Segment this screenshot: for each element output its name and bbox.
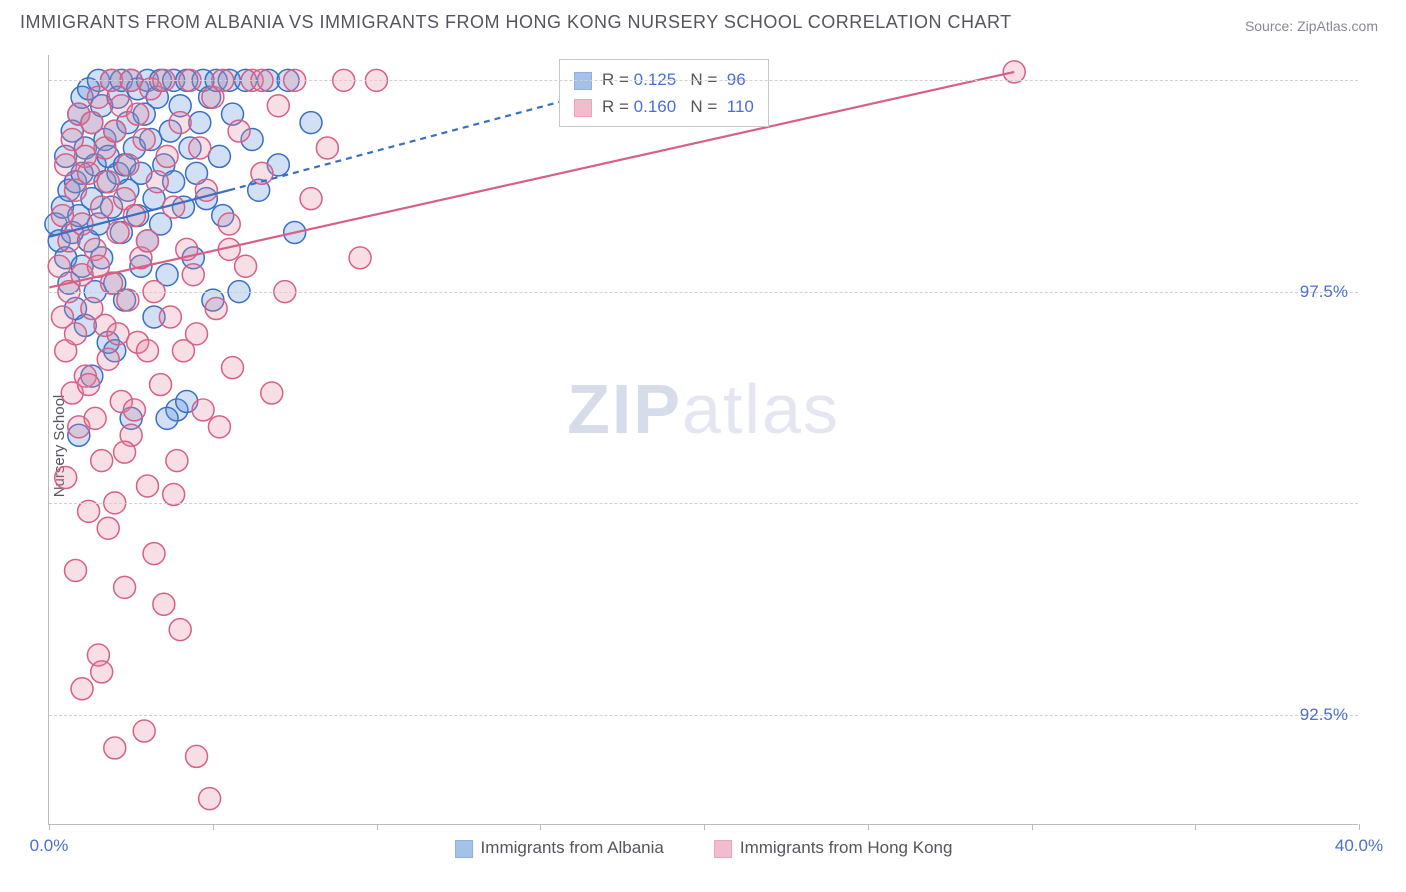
- data-point: [205, 298, 227, 320]
- x-tick: [377, 824, 378, 830]
- x-tick: [704, 824, 705, 830]
- data-point: [78, 374, 100, 396]
- data-point: [117, 154, 139, 176]
- bottom-legend: Immigrants from Albania Immigrants from H…: [455, 838, 953, 858]
- data-point: [65, 323, 87, 345]
- data-point: [55, 467, 77, 489]
- source-label: Source: ZipAtlas.com: [1245, 18, 1378, 34]
- x-tick: [1195, 824, 1196, 830]
- x-tick: [49, 824, 50, 830]
- data-point: [166, 450, 188, 472]
- data-point: [189, 137, 211, 159]
- data-point: [169, 619, 191, 641]
- data-point: [71, 213, 93, 235]
- data-point: [222, 357, 244, 379]
- chart-title: IMMIGRANTS FROM ALBANIA VS IMMIGRANTS FR…: [20, 12, 1012, 33]
- gridline: [49, 292, 1358, 293]
- data-point: [186, 745, 208, 767]
- data-point: [208, 145, 230, 167]
- data-point: [133, 129, 155, 151]
- data-point: [300, 188, 322, 210]
- data-point: [156, 145, 178, 167]
- stat-n-value: 110: [722, 97, 754, 116]
- data-point: [156, 407, 178, 429]
- data-point: [349, 247, 371, 269]
- x-tick: [868, 824, 869, 830]
- data-point: [78, 162, 100, 184]
- data-point: [261, 382, 283, 404]
- data-point: [146, 171, 168, 193]
- data-point: [228, 120, 250, 142]
- data-point: [300, 112, 322, 134]
- data-point: [316, 137, 338, 159]
- data-point: [107, 221, 129, 243]
- data-point: [186, 323, 208, 345]
- data-point: [97, 517, 119, 539]
- data-point: [55, 154, 77, 176]
- scatter-svg: [49, 55, 1358, 824]
- stat-n-label: N =: [676, 97, 722, 116]
- data-point: [218, 213, 240, 235]
- data-point: [150, 374, 172, 396]
- legend-swatch: [714, 840, 732, 858]
- legend-label: Immigrants from Albania: [481, 838, 664, 857]
- stat-r-value: 0.160: [634, 97, 677, 116]
- legend-swatch: [455, 840, 473, 858]
- data-point: [153, 593, 175, 615]
- correlation-stats-box: R = 0.125 N = 96R = 0.160 N = 110: [559, 59, 769, 127]
- stat-row: R = 0.160 N = 110: [574, 93, 754, 120]
- x-tick-label: 0.0%: [30, 836, 69, 856]
- data-point: [136, 340, 158, 362]
- stat-r-label: R =: [602, 97, 634, 116]
- legend-swatch: [574, 99, 592, 117]
- data-point: [169, 112, 191, 134]
- data-point: [97, 171, 119, 193]
- data-point: [114, 576, 136, 598]
- data-point: [107, 323, 129, 345]
- data-point: [159, 306, 181, 328]
- data-point: [235, 255, 257, 277]
- gridline: [49, 715, 1358, 716]
- data-point: [71, 678, 93, 700]
- data-point: [189, 112, 211, 134]
- data-point: [163, 483, 185, 505]
- data-point: [133, 720, 155, 742]
- data-point: [192, 399, 214, 421]
- data-point: [182, 264, 204, 286]
- data-point: [104, 120, 126, 142]
- y-tick-label: 97.5%: [1300, 282, 1348, 302]
- data-point: [143, 543, 165, 565]
- data-point: [91, 661, 113, 683]
- x-tick: [213, 824, 214, 830]
- data-point: [51, 205, 73, 227]
- legend-item: Immigrants from Albania: [455, 838, 664, 858]
- data-point: [65, 559, 87, 581]
- data-point: [97, 348, 119, 370]
- x-tick: [1032, 824, 1033, 830]
- y-tick-label: 92.5%: [1300, 705, 1348, 725]
- legend-item: Immigrants from Hong Kong: [714, 838, 953, 858]
- x-tick: [540, 824, 541, 830]
- gridline: [49, 80, 1358, 81]
- x-tick: [1359, 824, 1360, 830]
- data-point: [84, 407, 106, 429]
- data-point: [104, 737, 126, 759]
- data-point: [267, 95, 289, 117]
- data-point: [91, 196, 113, 218]
- gridline: [49, 503, 1358, 504]
- data-point: [136, 475, 158, 497]
- chart-plot-area: ZIPatlas R = 0.125 N = 96R = 0.160 N = 1…: [48, 55, 1358, 825]
- data-point: [48, 255, 70, 277]
- data-point: [199, 788, 221, 810]
- data-point: [91, 450, 113, 472]
- data-point: [136, 230, 158, 252]
- data-point: [208, 416, 230, 438]
- legend-label: Immigrants from Hong Kong: [740, 838, 953, 857]
- data-point: [114, 441, 136, 463]
- data-point: [123, 399, 145, 421]
- x-tick-label: 40.0%: [1335, 836, 1383, 856]
- data-point: [127, 103, 149, 125]
- data-point: [81, 112, 103, 134]
